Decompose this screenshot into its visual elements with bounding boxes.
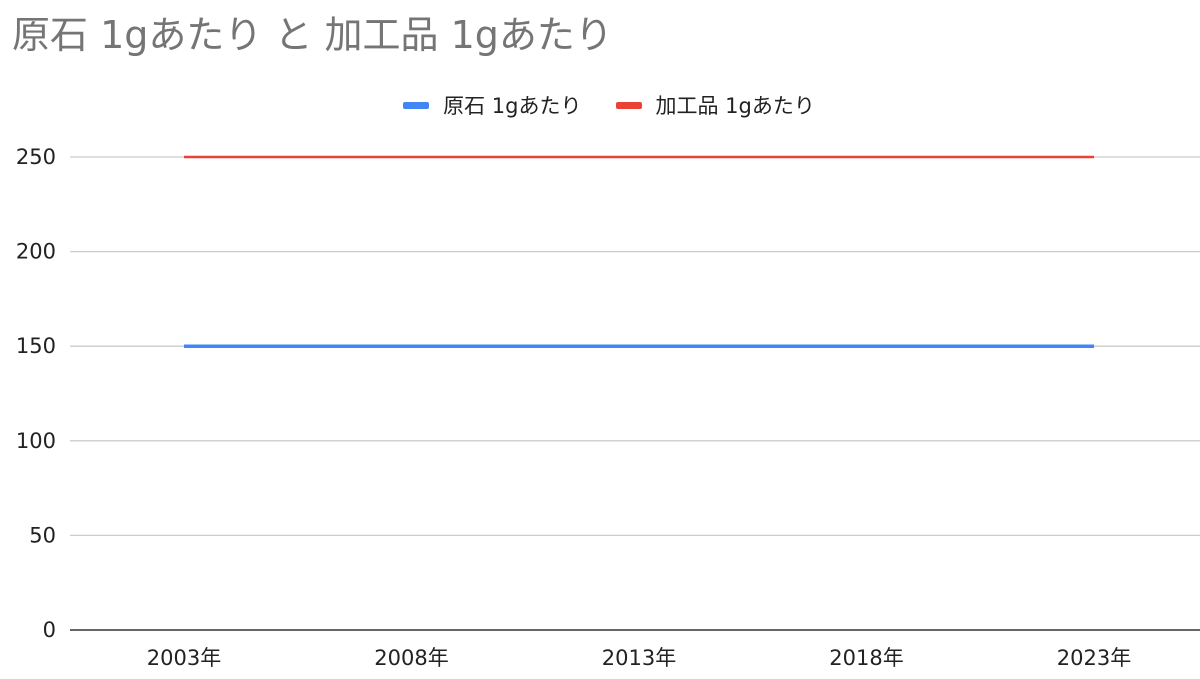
x-tick-label-4: 2023年 [1057, 646, 1131, 670]
y-tick-label-3: 150 [16, 334, 56, 358]
y-tick-label-1: 50 [29, 523, 56, 547]
legend-item-series-0[interactable]: 原石 1gあたり [403, 90, 582, 120]
y-tick-label-5: 250 [16, 145, 56, 169]
y-tick-label-0: 0 [43, 618, 56, 642]
legend-swatch-series-0 [403, 101, 430, 109]
y-tick-labels: 0 50 100 150 200 250 [16, 145, 56, 642]
legend-item-series-1[interactable]: 加工品 1gあたり [615, 90, 815, 120]
x-tick-labels: 2003年 2008年 2013年 2018年 2023年 [147, 646, 1131, 670]
x-tick-label-1: 2008年 [374, 646, 448, 670]
series-lines [183, 155, 1095, 348]
legend-label-series-1: 加工品 1gあたり [655, 94, 815, 118]
x-tick-label-2: 2013年 [602, 646, 676, 670]
legend: 原石 1gあたり 加工品 1gあたり [0, 90, 1200, 120]
legend-swatch-series-1 [615, 101, 642, 109]
y-tick-label-2: 100 [16, 429, 56, 453]
y-tick-label-4: 200 [16, 240, 56, 264]
x-tick-label-3: 2018年 [829, 646, 903, 670]
x-tick-label-0: 2003年 [147, 646, 221, 670]
chart-title: 原石 1gあたり と 加工品 1gあたり [12, 13, 613, 57]
legend-label-series-0: 原石 1gあたり [443, 94, 582, 118]
